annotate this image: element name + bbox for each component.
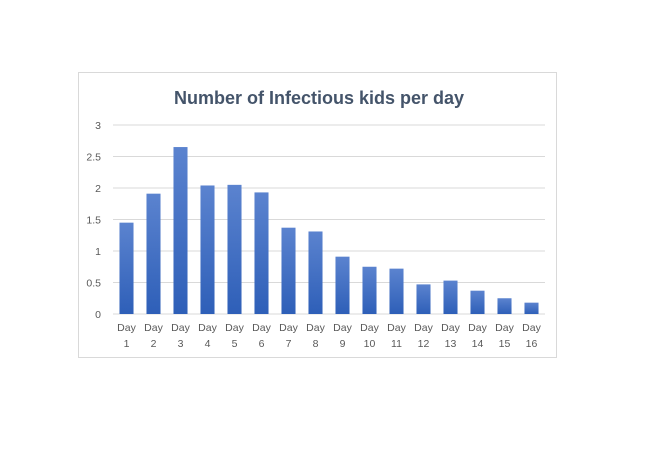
- y-axis: 0 0.5 1 1.5 2 2.5 3: [86, 120, 101, 321]
- x-tick-label: Day: [144, 322, 163, 334]
- x-tick-label: Day: [522, 322, 541, 334]
- bar: [416, 284, 431, 314]
- x-tick-label: 10: [364, 338, 376, 350]
- bar: [200, 185, 215, 314]
- x-tick-label: Day: [252, 322, 271, 334]
- y-tick-label: 2: [95, 183, 101, 195]
- bar: [470, 290, 485, 314]
- x-tick-label: 11: [391, 338, 402, 350]
- bar: [389, 268, 404, 314]
- bar: [362, 266, 377, 314]
- bar: [443, 280, 458, 314]
- x-tick-label: Day: [387, 322, 406, 334]
- bar: [308, 231, 323, 314]
- x-tick-label: 7: [286, 338, 292, 350]
- bar: [524, 302, 539, 314]
- bar: [173, 147, 188, 314]
- x-tick-label: 16: [526, 338, 538, 350]
- bar-series: [119, 147, 539, 314]
- x-tick-label: 4: [205, 338, 211, 350]
- x-tick-label: 12: [418, 338, 430, 350]
- x-tick-label: 3: [178, 338, 184, 350]
- chart-title: Number of Infectious kids per day: [174, 88, 464, 108]
- y-tick-label: 3: [95, 120, 101, 132]
- x-tick-label: 5: [232, 338, 238, 350]
- x-tick-label: Day: [117, 322, 136, 334]
- bar: [119, 222, 134, 314]
- x-tick-label: 9: [340, 338, 346, 350]
- x-tick-label: Day: [414, 322, 433, 334]
- x-axis: Day 1 Day 2 Day 3 Day 4 Day 5 Day 6 Day 7 Day 8 Day 9 Day 1…: [117, 322, 541, 350]
- x-tick-label: 14: [472, 338, 484, 350]
- bar: [497, 298, 512, 314]
- x-tick-label: 1: [124, 338, 130, 350]
- x-tick-label: Day: [306, 322, 325, 334]
- x-tick-label: 2: [151, 338, 157, 350]
- x-tick-label: Day: [441, 322, 460, 334]
- x-tick-label: 15: [499, 338, 511, 350]
- y-tick-label: 0: [95, 309, 101, 321]
- x-tick-label: 13: [445, 338, 457, 350]
- bar: [335, 256, 350, 314]
- bar-chart: Number of Infectious kids per day 00.511…: [86, 88, 545, 350]
- bar: [146, 193, 161, 314]
- x-tick-label: Day: [279, 322, 298, 334]
- x-tick-label: Day: [333, 322, 352, 334]
- y-tick-label: 1: [95, 246, 101, 258]
- y-tick-label: 1.5: [86, 215, 101, 227]
- x-tick-label: Day: [468, 322, 487, 334]
- y-tick-label: 0.5: [86, 278, 101, 290]
- x-tick-label: 8: [313, 338, 319, 350]
- bar: [227, 184, 242, 314]
- chart-area: Number of Infectious kids per day 0 0.5 1 1…: [78, 72, 557, 358]
- x-tick-label: 6: [259, 338, 265, 350]
- bar: [281, 227, 296, 314]
- x-tick-label: Day: [360, 322, 379, 334]
- x-tick-label: Day: [198, 322, 217, 334]
- x-tick-label: Day: [225, 322, 244, 334]
- bar: [254, 192, 269, 314]
- x-tick-label: Day: [495, 322, 514, 334]
- y-tick-label: 2.5: [86, 152, 101, 164]
- x-tick-label: Day: [171, 322, 190, 334]
